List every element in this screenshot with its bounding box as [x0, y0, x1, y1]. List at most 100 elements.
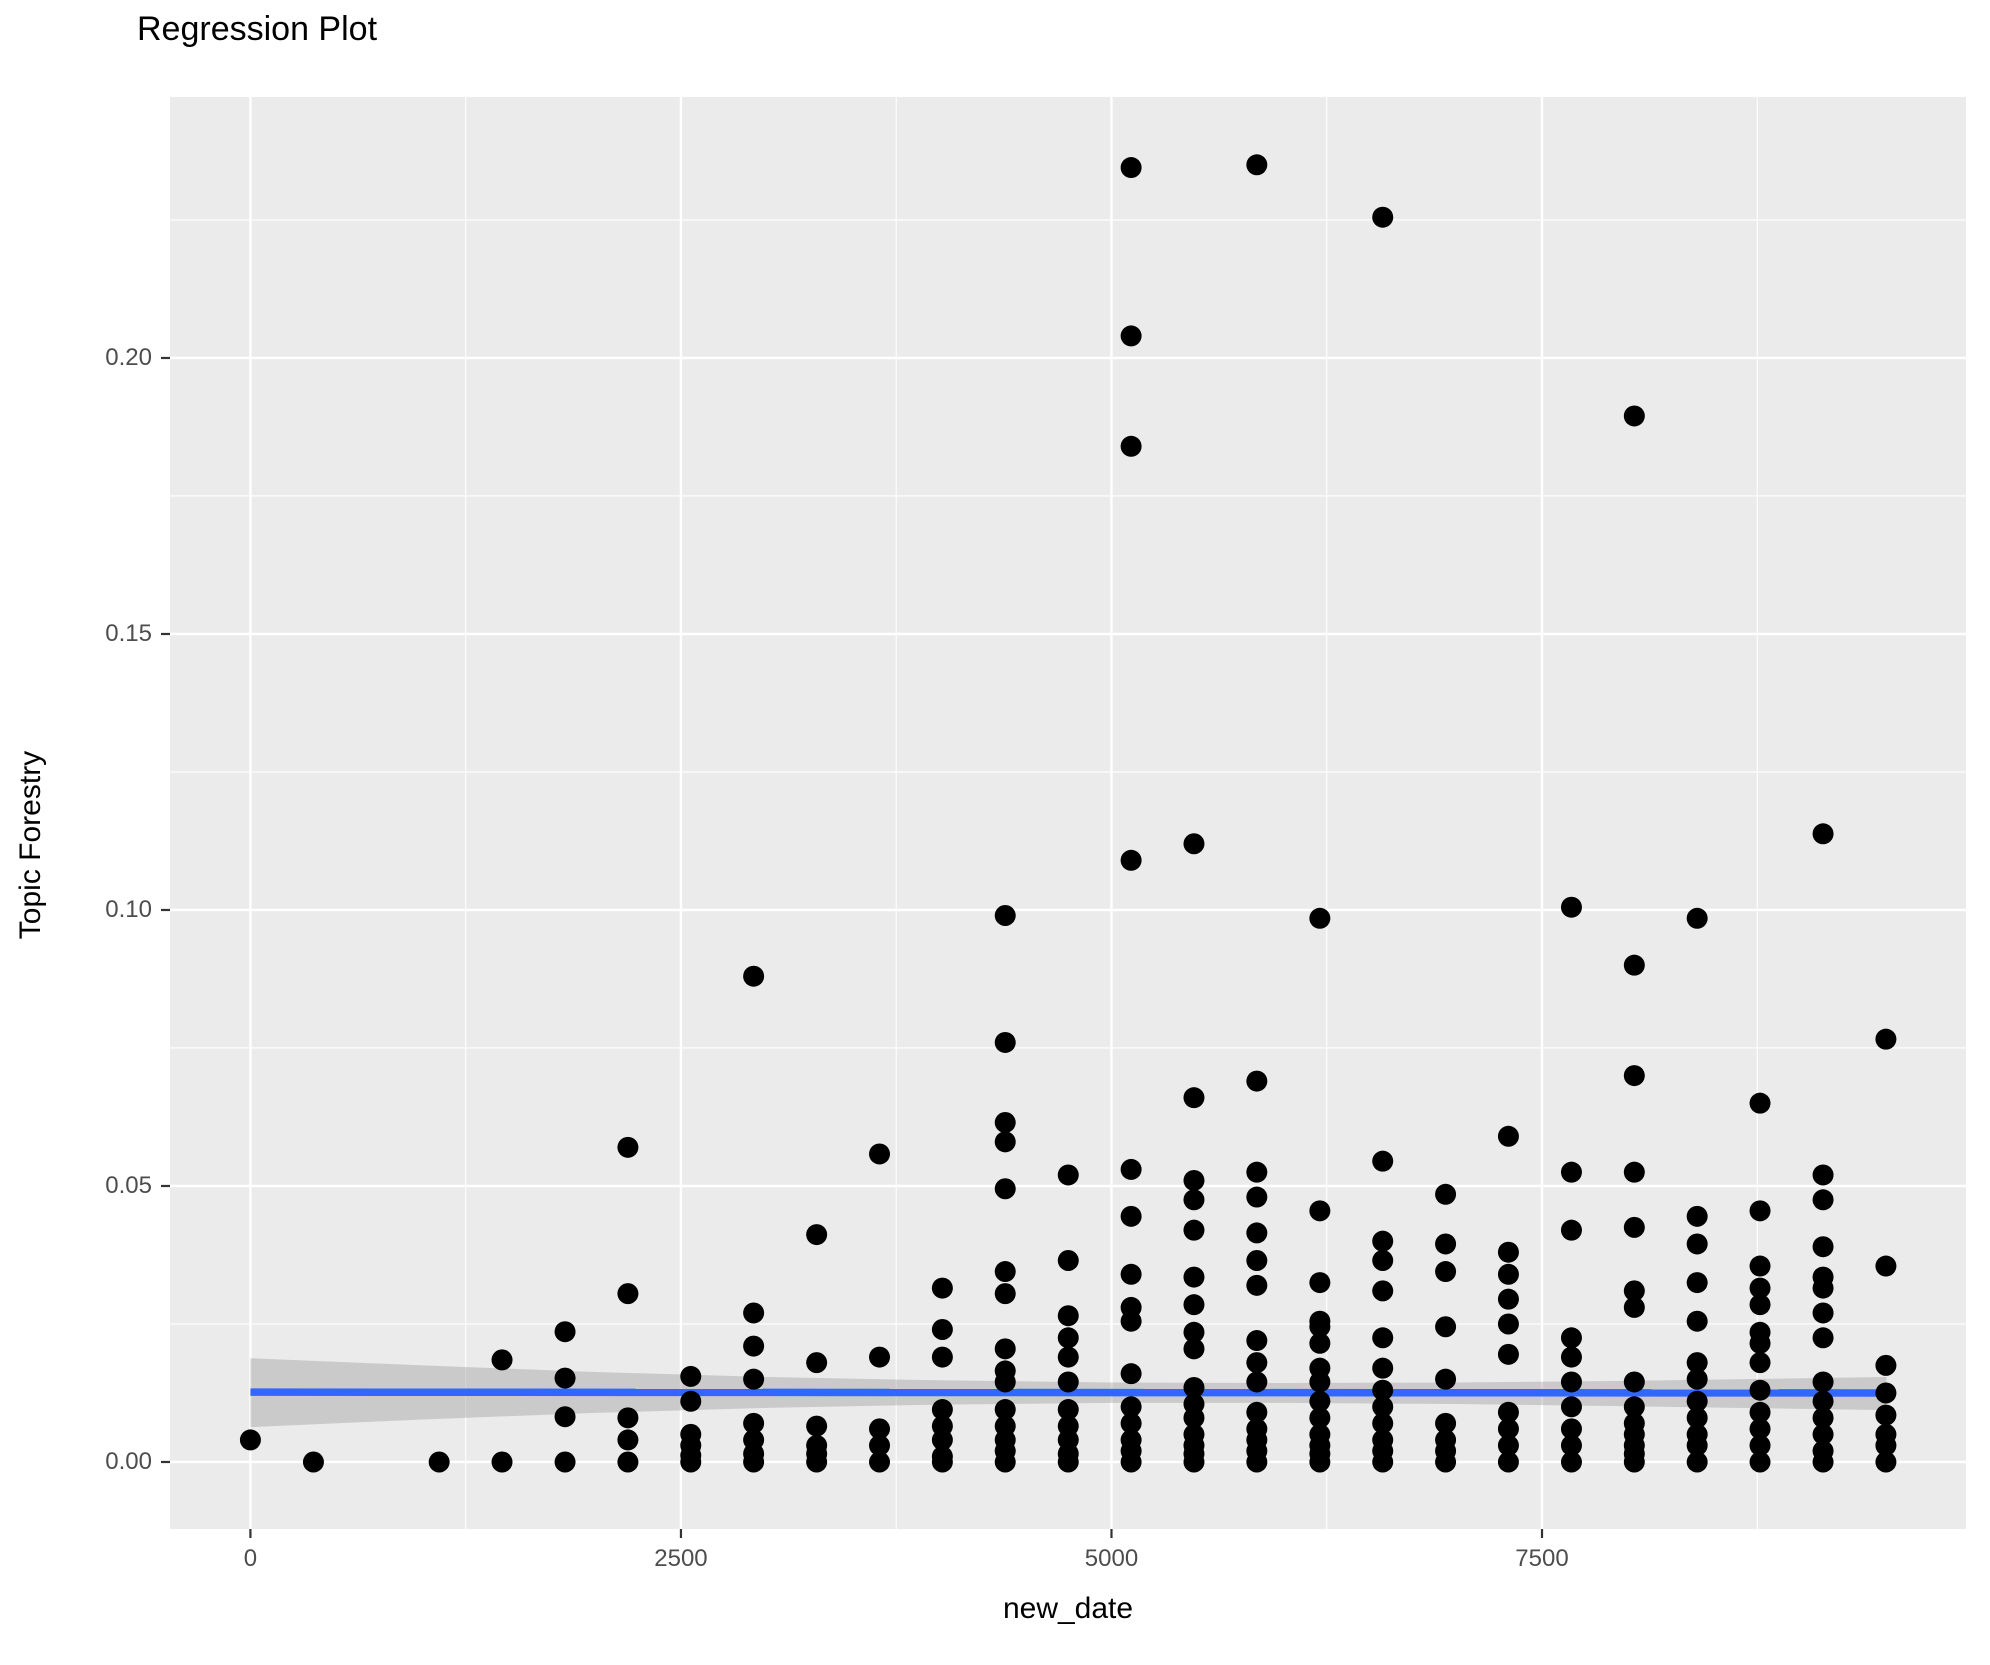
data-point [1497, 1418, 1519, 1440]
data-point [1812, 1371, 1834, 1393]
data-point [1749, 1451, 1771, 1473]
data-point [1749, 1434, 1771, 1456]
data-point [743, 1335, 765, 1357]
data-point [1686, 1368, 1708, 1390]
data-point [1183, 1321, 1205, 1343]
data-point [1749, 1332, 1771, 1354]
y-tick-label: 0.00 [105, 1447, 152, 1475]
data-point [1120, 1451, 1142, 1473]
data-point [1372, 206, 1394, 228]
data-point [994, 1338, 1016, 1360]
data-point [1120, 1412, 1142, 1434]
data-point [1749, 1418, 1771, 1440]
panel-background [170, 97, 1966, 1529]
data-point [1686, 1407, 1708, 1429]
data-point [239, 1429, 261, 1451]
data-point [994, 905, 1016, 927]
data-point [1372, 1230, 1394, 1252]
data-point [1183, 1407, 1205, 1429]
data-point [1875, 1255, 1897, 1277]
data-point [1246, 1250, 1268, 1272]
data-point [617, 1136, 639, 1158]
data-point [994, 1131, 1016, 1153]
data-point [1435, 1261, 1457, 1283]
data-point [1749, 1401, 1771, 1423]
data-point [1497, 1288, 1519, 1310]
data-point [428, 1451, 450, 1473]
data-point [617, 1283, 639, 1305]
data-point [1560, 1371, 1582, 1393]
data-point [1309, 1407, 1331, 1429]
data-point [1309, 1316, 1331, 1338]
data-point [1309, 1332, 1331, 1354]
data-point [1120, 1205, 1142, 1227]
data-point [1057, 1327, 1079, 1349]
data-point [1623, 1161, 1645, 1183]
data-point [1875, 1382, 1897, 1404]
data-point [931, 1429, 953, 1451]
data-point [1560, 1396, 1582, 1418]
data-point [1560, 1327, 1582, 1349]
data-point [1057, 1346, 1079, 1368]
data-point [1686, 1451, 1708, 1473]
data-point [1183, 1087, 1205, 1109]
data-point [1623, 1396, 1645, 1418]
data-point [1183, 1169, 1205, 1191]
data-point [1435, 1316, 1457, 1338]
data-point [1246, 1161, 1268, 1183]
data-point [1749, 1200, 1771, 1222]
data-point [743, 1302, 765, 1324]
data-point [617, 1407, 639, 1429]
data-point [1372, 1357, 1394, 1379]
data-point [931, 1399, 953, 1421]
data-point [743, 1451, 765, 1473]
x-tick-label: 5000 [1084, 1545, 1139, 1572]
data-point [1749, 1255, 1771, 1277]
data-point [994, 1178, 1016, 1200]
data-point [491, 1451, 513, 1473]
y-tick-label: 0.10 [105, 895, 152, 923]
data-point [994, 1283, 1016, 1305]
data-point [1875, 1028, 1897, 1050]
data-point [1749, 1277, 1771, 1299]
regression-line [250, 1388, 1887, 1397]
data-point [1057, 1250, 1079, 1272]
data-point [1120, 325, 1142, 347]
data-point [554, 1367, 576, 1389]
data-point [1309, 1371, 1331, 1393]
data-point [1057, 1399, 1079, 1421]
data-point [1812, 823, 1834, 845]
data-point [1623, 954, 1645, 976]
data-point [1560, 1161, 1582, 1183]
data-point [1435, 1233, 1457, 1255]
data-point [1560, 1346, 1582, 1368]
data-point [1309, 1451, 1331, 1473]
data-point [1120, 1363, 1142, 1385]
data-point [931, 1277, 953, 1299]
data-point [1120, 157, 1142, 179]
data-point [1183, 1189, 1205, 1211]
data-point [680, 1390, 702, 1412]
data-point [1057, 1164, 1079, 1186]
data-point [554, 1406, 576, 1428]
data-point [869, 1451, 891, 1473]
data-point [1497, 1434, 1519, 1456]
data-point [1623, 1451, 1645, 1473]
data-point [1812, 1451, 1834, 1473]
data-point [869, 1418, 891, 1440]
data-point [1120, 435, 1142, 457]
data-point [1057, 1305, 1079, 1327]
data-point [1435, 1368, 1457, 1390]
data-point [1812, 1302, 1834, 1324]
data-point [1246, 1401, 1268, 1423]
data-point [1372, 1451, 1394, 1473]
data-point [302, 1451, 324, 1473]
data-point [1875, 1434, 1897, 1456]
data-point [1560, 1451, 1582, 1473]
data-point [743, 1412, 765, 1434]
data-point [1686, 1352, 1708, 1374]
data-point [1183, 1294, 1205, 1316]
data-point [869, 1346, 891, 1368]
data-point [994, 1031, 1016, 1053]
